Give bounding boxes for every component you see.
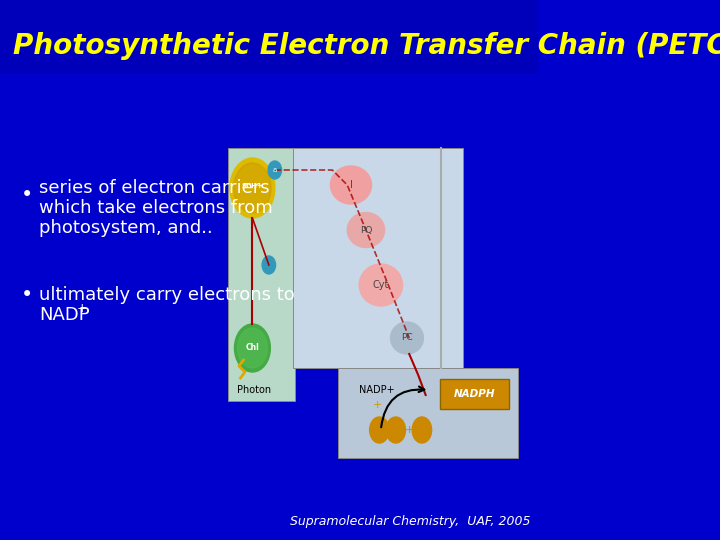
Text: ultimately carry electrons to: ultimately carry electrons to <box>39 286 294 304</box>
Bar <box>0 0 538 72</box>
Circle shape <box>386 417 405 443</box>
Ellipse shape <box>330 166 372 204</box>
Bar <box>294 148 463 368</box>
Text: PQ: PQ <box>360 226 372 234</box>
Circle shape <box>268 161 282 179</box>
Bar <box>228 148 295 401</box>
Text: NADPH: NADPH <box>454 389 495 399</box>
Text: Chl: Chl <box>246 343 259 353</box>
Text: •: • <box>21 285 33 305</box>
Text: •: • <box>21 185 33 205</box>
Text: photosystem, and..: photosystem, and.. <box>39 219 212 237</box>
FancyBboxPatch shape <box>440 379 508 409</box>
Bar <box>338 368 518 458</box>
Text: +: + <box>372 400 382 410</box>
Ellipse shape <box>347 213 384 247</box>
Circle shape <box>235 324 270 372</box>
Circle shape <box>262 256 276 274</box>
Text: SCH+: SCH+ <box>241 183 264 189</box>
Circle shape <box>234 163 271 213</box>
Text: NADP: NADP <box>39 306 89 324</box>
Text: series of electron carriers: series of electron carriers <box>39 179 269 197</box>
Ellipse shape <box>359 264 402 306</box>
Text: PC: PC <box>401 334 413 342</box>
Circle shape <box>230 158 275 218</box>
Text: Cyt: Cyt <box>373 280 389 290</box>
Circle shape <box>413 417 431 443</box>
Circle shape <box>369 417 389 443</box>
Text: Photon: Photon <box>237 385 271 395</box>
Text: NADP+: NADP+ <box>359 385 395 395</box>
Text: which take electrons from: which take electrons from <box>39 199 273 217</box>
Text: +: + <box>405 425 414 435</box>
Ellipse shape <box>390 322 423 354</box>
Circle shape <box>238 328 267 368</box>
Text: I: I <box>349 180 352 190</box>
Text: Photosynthetic Electron Transfer Chain (PETC): Photosynthetic Electron Transfer Chain (… <box>14 32 720 60</box>
Text: +: + <box>77 301 88 314</box>
Text: a: a <box>273 167 277 173</box>
Text: Supramolecular Chemistry,  UAF, 2005: Supramolecular Chemistry, UAF, 2005 <box>289 516 530 529</box>
